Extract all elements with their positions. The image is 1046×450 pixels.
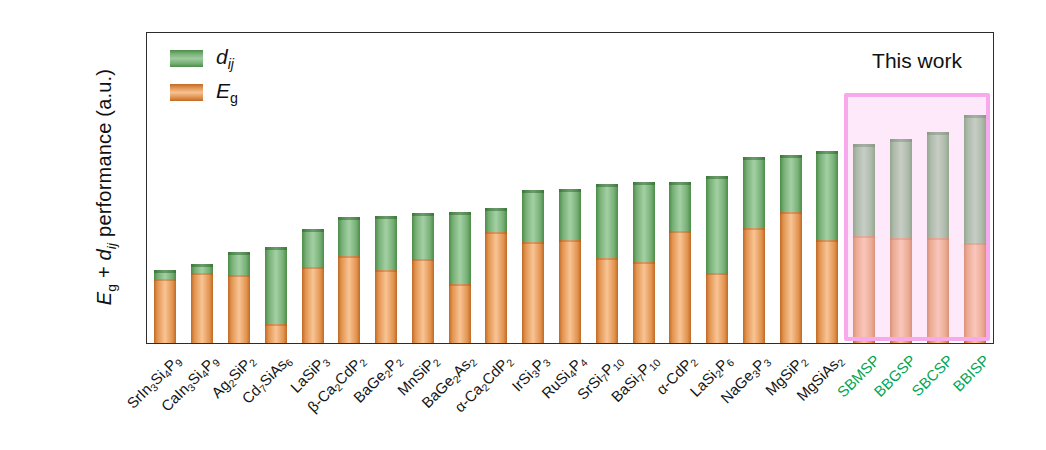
plot-area: dij Eg This work SrIn3Si4P9CaIn3Si4P9Ag2… [146,32,994,344]
ylabel-dij-sub: ij [104,243,119,249]
bar-segment-eg [669,231,691,343]
bar-segment-dij [633,182,655,262]
figure-canvas: Eg + dij performance (a.u.) dij Eg This … [0,0,1046,450]
bar-segment-dij [228,252,250,275]
bar-segment-dij [816,151,838,240]
bar-segment-eg [228,275,250,343]
bar-segment-eg [449,284,471,343]
x-tick-label: BBISP [950,352,992,394]
eg-color-swatch [170,84,203,101]
this-work-annotation: This work [844,49,990,73]
legend: dij Eg [170,41,238,109]
ylabel-plus: + [93,260,115,283]
this-work-highlight-box [844,93,990,341]
bar-segment-eg [338,256,360,343]
bar-segment-dij [669,182,691,231]
bar-segment-eg [412,259,434,343]
dij-color-swatch [170,50,203,67]
bar-segment-dij [265,247,287,324]
bar-segment-eg [780,212,802,343]
bar-segment-eg [522,242,544,343]
ylabel-rest: performance (a.u.) [93,69,115,243]
ylabel-eg-sub: g [104,284,119,292]
x-tick-label: SBCSP [909,352,956,399]
bar-segment-eg [375,270,397,343]
bar-segment-dij [154,270,176,279]
bar-segment-eg [154,279,176,343]
bar-segment-dij [559,189,581,240]
bar-segment-eg [485,232,507,343]
bar-segment-dij [596,184,618,258]
legend-label-eg: Eg [216,79,238,106]
legend-entry-eg: Eg [170,75,238,109]
bar-segment-dij [412,213,434,259]
bar-segment-eg [743,228,765,343]
bar-segment-dij [338,217,360,256]
bar-segment-dij [706,176,728,273]
legend-entry-dij: dij [170,41,238,75]
legend-label-dij: dij [216,45,234,72]
bar-segment-dij [522,190,544,242]
bar-segment-dij [449,212,471,284]
bar-segment-eg [706,273,728,343]
bar-segment-dij [780,155,802,212]
bar-segment-eg [559,240,581,343]
bar-segment-eg [191,273,213,343]
bar-segment-eg [596,258,618,343]
bar-segment-eg [633,262,655,343]
bar-segment-eg [816,240,838,343]
bar-segment-eg [265,324,287,343]
y-axis-label: Eg + dij performance (a.u.) [93,69,118,305]
bar-segment-dij [375,216,397,270]
bar-segment-dij [302,229,324,267]
ylabel-eg-symbol: E [93,292,115,306]
ylabel-dij-symbol: d [93,249,115,260]
bar-segment-dij [743,157,765,228]
bar-segment-dij [191,264,213,273]
bar-segment-dij [485,208,507,232]
bar-segment-eg [302,267,324,343]
